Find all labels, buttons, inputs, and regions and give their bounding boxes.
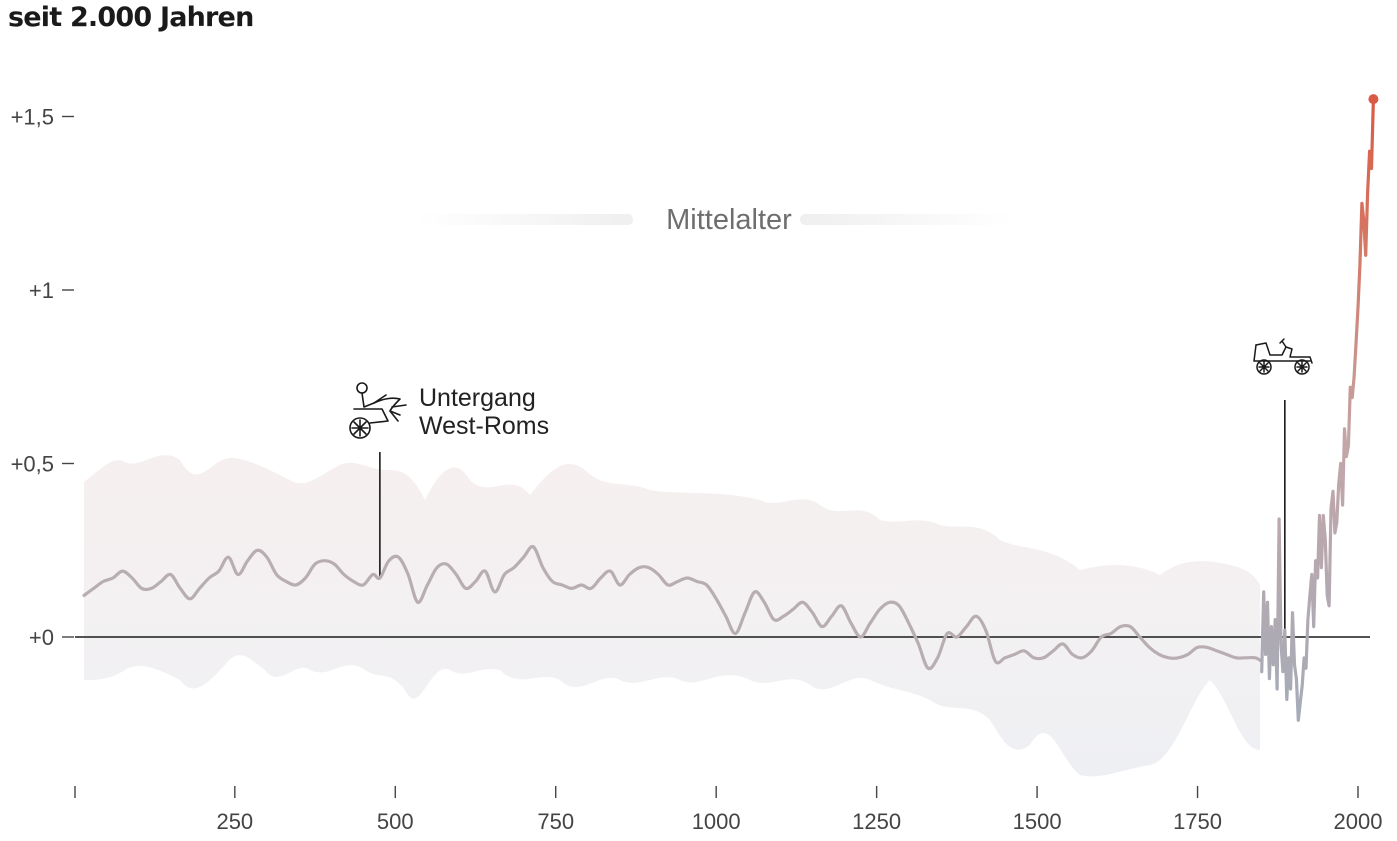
car-icon: [1253, 338, 1313, 375]
period-mittelalter: Mittelalter: [415, 204, 1015, 236]
period-label: Mittelalter: [666, 204, 792, 236]
x-tick-label: 750: [537, 809, 574, 834]
y-axis: +0 +0,5 +1 +1,5: [11, 105, 74, 650]
annotation-label-line-2: West-Roms: [419, 412, 549, 440]
x-tick-label: 1000: [692, 809, 741, 834]
period-bar-right: [800, 214, 1015, 225]
series-line-modern: [1260, 97, 1375, 722]
x-tick-label: 1500: [1013, 809, 1062, 834]
chart-title: seit 2.000 Jahren: [8, 2, 254, 33]
x-tick-label: 1750: [1173, 809, 1222, 834]
x-tick-label: 2000: [1334, 809, 1383, 834]
chariot-icon: [349, 382, 407, 439]
x-tick-label: 250: [216, 809, 253, 834]
period-bar-left: [415, 214, 633, 225]
x-tick-label: 1250: [852, 809, 901, 834]
annotation-label-line-1: Untergang: [419, 384, 536, 412]
annotation-lines: [379, 400, 1286, 655]
x-tick-label: 500: [377, 809, 414, 834]
uncertainty-band: [84, 455, 1260, 777]
y-tick-label: +1,5: [11, 105, 54, 130]
y-tick-label: +0: [29, 625, 54, 650]
series-end-point: [1368, 94, 1379, 105]
x-axis: 250 500 750 1000 1250 1500 1750 2000: [74, 786, 1383, 834]
series-line-historic: [82, 545, 1264, 671]
y-tick-label: +0,5: [11, 452, 54, 477]
y-tick-label: +1: [29, 278, 54, 303]
